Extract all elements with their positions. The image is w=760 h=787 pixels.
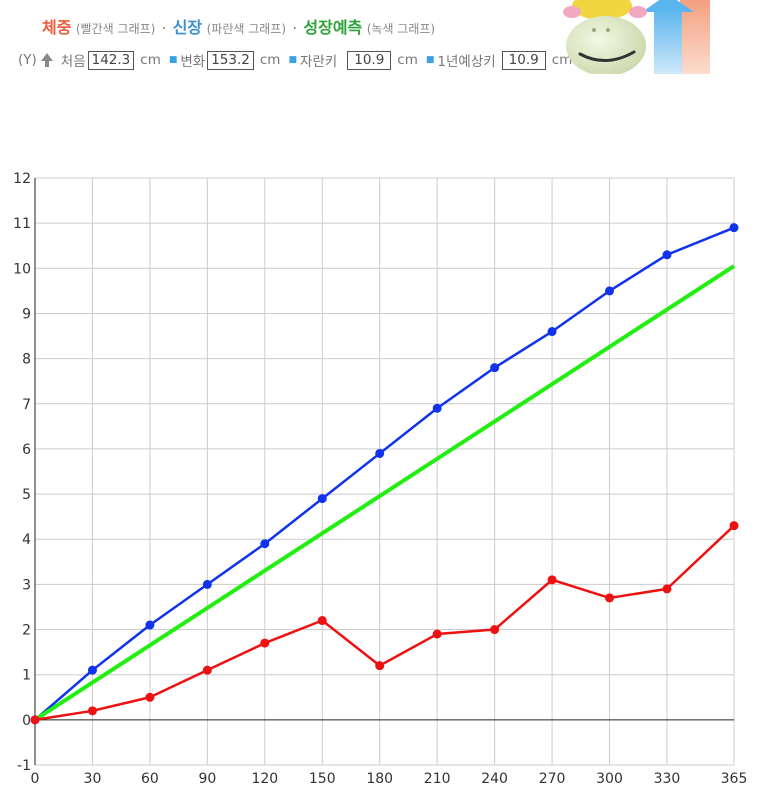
unit-label: cm	[397, 52, 418, 68]
x-tick-label: 365	[721, 771, 748, 787]
weight-data-point	[490, 625, 500, 635]
change-height-value: 153.2	[207, 50, 254, 70]
weight-data-point	[547, 575, 557, 585]
height-data-point	[260, 539, 270, 549]
weight-data-point	[202, 665, 212, 675]
height-data-point	[547, 327, 557, 337]
start-height-value: 142.3	[87, 50, 135, 70]
height-series-line	[34, 226, 735, 721]
weight-series-line	[34, 524, 735, 722]
x-tick-label: 210	[424, 771, 451, 787]
weight-data-point	[30, 715, 40, 725]
height-data-point	[605, 286, 615, 296]
start-height-label: 처음	[60, 54, 86, 70]
y-tick-label: 11	[13, 216, 31, 232]
x-tick-label: 330	[654, 771, 681, 787]
x-tick-label: 120	[251, 771, 278, 787]
unit-label: cm	[140, 52, 161, 68]
x-tick-label: 90	[198, 771, 216, 787]
y-tick-label: 8	[22, 352, 31, 368]
bullet-icon: ■	[168, 55, 178, 65]
y-tick-label: 10	[13, 261, 31, 277]
legend-separator: ·	[292, 21, 297, 37]
y-tick-label: 5	[22, 487, 31, 503]
up-arrow-icon	[40, 53, 53, 67]
height-data-point	[375, 448, 385, 458]
growth-series-line	[33, 264, 736, 722]
y-tick-label: 9	[22, 306, 31, 322]
series	[30, 223, 739, 725]
weight-data-point	[145, 692, 155, 702]
axes: 0 30 60 90 120 150 180 210 240 270 300 330 365-10123…	[13, 171, 747, 787]
grid	[34, 177, 735, 766]
unit-label: cm	[259, 52, 281, 68]
weight-data-point	[260, 638, 270, 648]
x-tick-label: 240	[481, 771, 508, 787]
grown-height-value: 10.9	[347, 50, 392, 70]
change-height-label: 변화	[180, 54, 206, 70]
legend-separator: ·	[161, 21, 167, 37]
x-tick-label: 270	[539, 771, 566, 787]
chart-legend: 체중 (빨간색 그래프) · 신장 (파란색 그래프) · 성장예측 (녹색 그…	[42, 14, 435, 38]
weight-data-point	[605, 593, 615, 603]
height-data-point	[145, 620, 155, 630]
weight-legend-label: 체중	[42, 18, 72, 37]
y-axis-marker: (Y)	[18, 52, 37, 68]
weight-data-point	[375, 661, 385, 671]
height-legend-label: 신장	[172, 18, 203, 37]
bullet-icon: ■	[288, 55, 297, 65]
x-tick-label: 0	[31, 771, 40, 787]
height-data-point	[87, 665, 97, 675]
weight-data-point	[729, 521, 739, 531]
x-tick-label: 180	[366, 771, 393, 787]
grown-height-label: 자란키	[299, 54, 338, 70]
height-info-row: (Y) 처음 142.3 cm ■ 변화 153.2 cm ■ 자란키 10.9…	[18, 50, 572, 70]
x-tick-label: 150	[309, 771, 336, 787]
weight-data-point	[317, 616, 327, 626]
weight-legend-note: (빨간색 그래프)	[75, 22, 156, 36]
height-data-point	[729, 223, 739, 233]
height-data-point	[490, 363, 500, 373]
weight-data-point	[662, 584, 672, 594]
y-tick-label: 12	[13, 171, 31, 187]
y-tick-label: 2	[22, 623, 31, 639]
mascot-illustration	[563, 0, 710, 74]
y-tick-label: -1	[17, 758, 31, 774]
height-data-point	[662, 250, 672, 260]
y-tick-label: 7	[22, 397, 31, 413]
plot-border	[34, 177, 735, 766]
unit-label: cm	[551, 52, 573, 68]
weight-data-point	[87, 706, 97, 716]
x-tick-label: 30	[84, 771, 102, 787]
y-tick-label: 4	[22, 532, 31, 548]
x-tick-label: 60	[141, 771, 159, 787]
weight-data-point	[432, 629, 442, 639]
growth-legend-note: (녹색 그래프)	[366, 22, 436, 36]
x-tick-label: 300	[596, 771, 623, 787]
predict-height-value: 10.9	[501, 50, 546, 70]
height-data-point	[432, 403, 442, 413]
height-data-point	[317, 494, 327, 504]
y-tick-label: 1	[22, 668, 31, 684]
bullet-icon: ■	[425, 55, 435, 65]
y-tick-label: 6	[22, 442, 31, 458]
height-legend-note: (파란색 그래프)	[206, 22, 287, 36]
height-data-point	[202, 579, 212, 589]
predict-height-label: 1년예상키	[437, 54, 496, 70]
y-tick-label: 0	[22, 713, 31, 729]
y-tick-label: 3	[22, 577, 31, 593]
growth-legend-label: 성장예측	[303, 18, 363, 37]
growth-line-chart: 0 30 60 90 120 150 180 210 240 270 300 330 365-10123…	[13, 171, 747, 787]
